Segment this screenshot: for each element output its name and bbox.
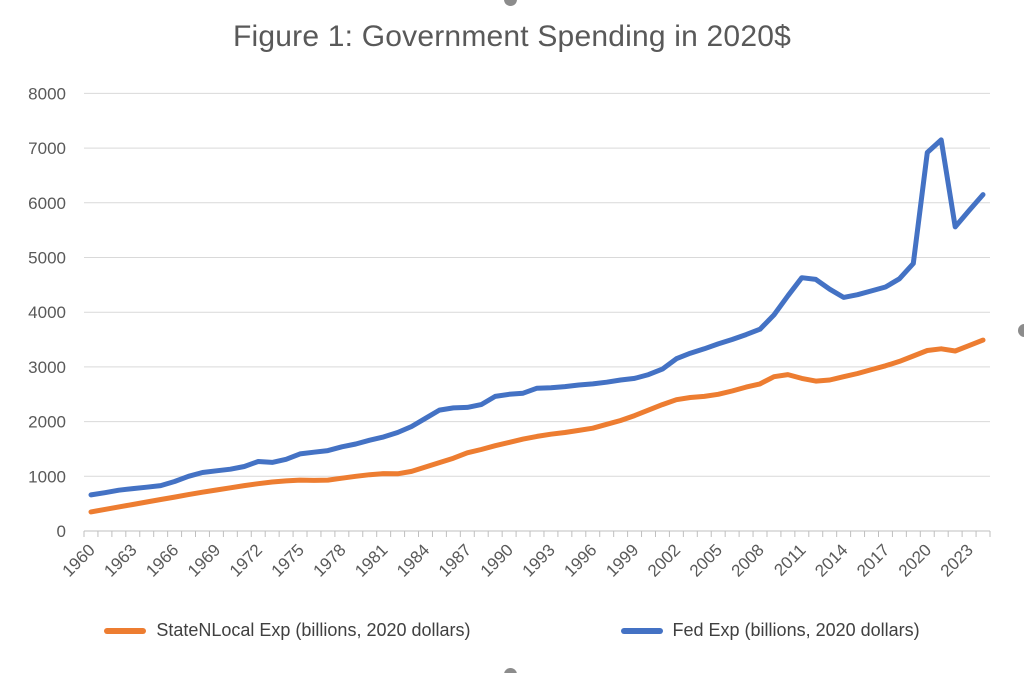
legend-swatch-statenlocal <box>104 627 147 634</box>
x-tick-label: 1963 <box>100 540 140 580</box>
chart-legend: StateNLocal Exp (billions, 2020 dollars)… <box>0 620 1024 641</box>
legend-label-fed: Fed Exp (billions, 2020 dollars) <box>672 620 920 640</box>
x-tick-label: 2023 <box>937 540 977 580</box>
y-tick-label: 6000 <box>28 194 66 213</box>
y-tick-label: 8000 <box>28 84 66 103</box>
x-tick-label: 1993 <box>519 540 559 580</box>
chart-line-statenlocal <box>88 337 986 515</box>
x-tick-label: 1966 <box>142 540 182 580</box>
selection-handle-top[interactable] <box>504 0 517 6</box>
x-tick-label: 1984 <box>393 540 433 580</box>
x-tick-label: 2002 <box>644 540 684 580</box>
selection-handle-bottom[interactable] <box>504 668 517 673</box>
x-tick-label: 2008 <box>728 540 768 580</box>
legend-swatch-fed <box>620 627 663 634</box>
x-tick-label: 1972 <box>226 540 266 580</box>
x-tick-label: 1969 <box>184 540 224 580</box>
x-tick-label: 2005 <box>686 540 726 580</box>
selection-handle-right[interactable] <box>1018 324 1024 337</box>
legend-item-fed: Fed Exp (billions, 2020 dollars) <box>620 620 920 641</box>
x-tick-label: 1960 <box>59 540 99 580</box>
y-tick-label: 5000 <box>28 249 66 268</box>
y-tick-label: 7000 <box>28 139 66 158</box>
y-tick-label: 1000 <box>28 467 66 486</box>
x-tick-label: 1996 <box>560 540 600 580</box>
y-tick-label: 3000 <box>28 358 66 377</box>
legend-label-statenlocal: StateNLocal Exp (billions, 2020 dollars) <box>156 620 471 640</box>
x-tick-label: 1981 <box>351 540 391 580</box>
y-tick-label: 4000 <box>28 303 66 322</box>
x-tick-label: 1987 <box>435 540 475 580</box>
x-tick-label: 2020 <box>895 540 935 580</box>
y-tick-label: 2000 <box>28 413 66 432</box>
x-tick-label: 2011 <box>770 540 809 579</box>
x-tick-label: 1990 <box>477 540 517 580</box>
x-tick-label: 1975 <box>268 540 308 580</box>
chart-title: Figure 1: Government Spending in 2020$ <box>233 20 791 53</box>
chart-line-fed <box>88 137 986 498</box>
x-tick-label: 1978 <box>310 540 350 580</box>
x-tick-label: 1999 <box>602 540 642 580</box>
y-tick-label: 0 <box>57 522 66 541</box>
x-tick-label: 2017 <box>853 540 893 580</box>
x-tick-label: 2014 <box>811 540 851 580</box>
legend-item-statenlocal: StateNLocal Exp (billions, 2020 dollars) <box>104 620 471 641</box>
